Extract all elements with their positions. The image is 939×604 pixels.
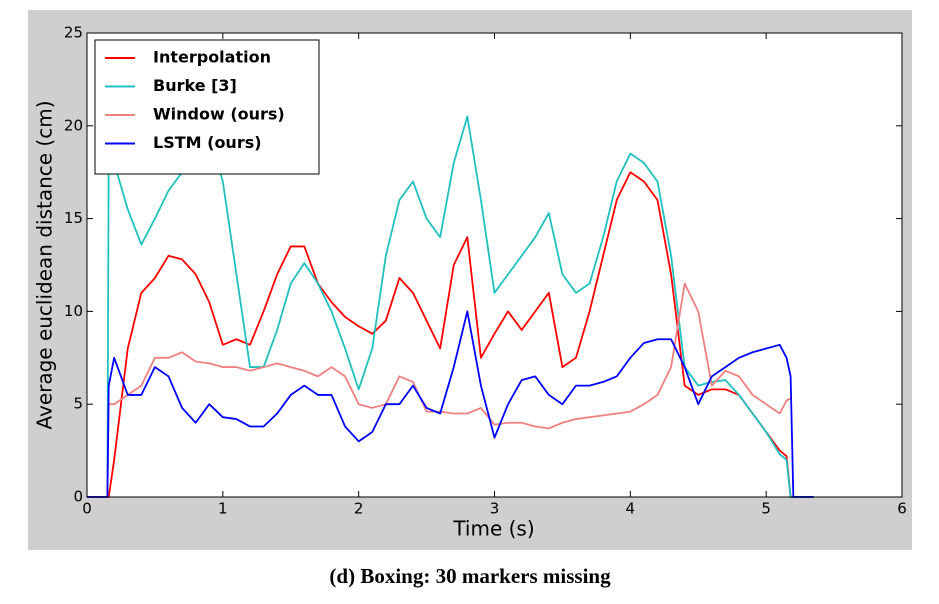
x-tick-label: 3 [490, 500, 500, 518]
y-tick-label: 0 [73, 488, 83, 506]
legend-label: Window (ours) [153, 105, 285, 124]
x-tick-label: 5 [761, 500, 771, 518]
y-tick-label: 20 [64, 116, 83, 134]
x-axis-label: Time (s) [452, 517, 534, 541]
x-tick-label: 1 [218, 500, 228, 518]
plot-border [86, 32, 903, 498]
x-tick-label: 6 [897, 500, 907, 518]
y-tick-label: 5 [73, 395, 83, 413]
y-tick-label: 15 [64, 209, 83, 227]
y-tick-label: 10 [64, 302, 83, 320]
series-line [87, 310, 814, 498]
legend-label: Interpolation [153, 48, 271, 67]
series-line [87, 171, 814, 498]
x-tick-label: 4 [626, 500, 636, 518]
legend-box [94, 39, 320, 175]
y-tick-label: 25 [64, 24, 83, 42]
caption: (d) Boxing: 30 markers missing [329, 564, 611, 588]
x-tick-label: 2 [354, 500, 364, 518]
y-axis-label: Average euclidean distance (cm) [33, 100, 57, 429]
x-tick-label: 0 [82, 500, 92, 518]
legend-label: LSTM (ours) [153, 133, 262, 152]
legend-label: Burke [3] [153, 76, 237, 95]
